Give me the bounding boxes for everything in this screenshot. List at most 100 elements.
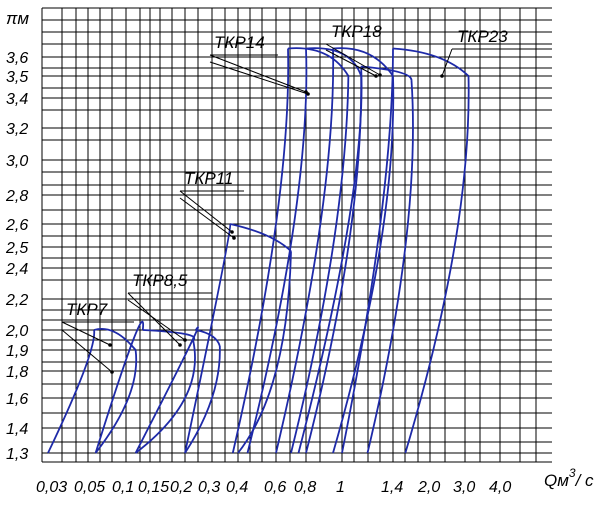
series-ткр85-2	[134, 326, 221, 454]
y-tick-label: 1,8	[6, 364, 28, 381]
x-tick-label: 1	[336, 479, 345, 496]
choke-line	[404, 75, 470, 454]
choke-line	[135, 339, 196, 454]
series-label: ТКР7	[66, 300, 108, 319]
series-labels: ТКР7 ТКР8,5 ТКР11 ТКР14 ТКР18 ТКР23	[66, 22, 508, 319]
y-tick-label: 2,5	[5, 240, 28, 257]
surge-line	[231, 48, 290, 454]
x-tick-label: 0,6	[264, 479, 286, 496]
series-label: ТКР18	[331, 22, 382, 41]
surge-line	[275, 48, 335, 454]
x-tick-label: 0,2	[170, 479, 192, 496]
x-tick-label: 0,3	[198, 479, 220, 496]
leader-line	[61, 329, 113, 373]
surge-line	[94, 320, 145, 454]
leader-line	[61, 321, 111, 346]
series-ткр18-6	[275, 47, 395, 454]
surge-line	[297, 66, 363, 454]
x-tick-label: 4,0	[489, 479, 511, 496]
leader-lines	[61, 43, 552, 374]
x-tick-label: 0,8	[294, 479, 316, 496]
x-axis-label-tail: / с	[575, 471, 594, 490]
x-tick-label: 0,15	[138, 479, 169, 496]
y-tick-label: 1,3	[6, 446, 28, 463]
y-tick-label: 2,4	[5, 261, 28, 278]
surge-line	[134, 326, 199, 454]
curves	[47, 47, 470, 454]
choke-line	[237, 251, 292, 454]
y-axis-label: πм	[6, 9, 29, 28]
leader-line	[179, 197, 235, 239]
series-ткр11-3	[184, 223, 292, 454]
top-line	[93, 328, 137, 351]
x-tick-labels: 0,03 0,05 0,1 0,15 0,2 0,3 0,4 0,6 0,8 1 1,4 2,0 3,0…	[36, 479, 511, 496]
choke-line	[184, 345, 221, 454]
leader-line	[209, 61, 309, 95]
top-line	[361, 65, 413, 81]
leader-dot	[378, 73, 382, 77]
surge-line	[341, 48, 394, 454]
x-tick-label: 0,1	[112, 479, 134, 496]
surge-line	[47, 329, 96, 454]
series-ткр23-8	[341, 47, 470, 454]
leader-dot	[374, 74, 378, 78]
leader-line	[209, 54, 307, 93]
series-label: ТКР11	[184, 169, 233, 188]
leader-dot	[440, 74, 444, 78]
x-axis-label: Qм3/ с	[544, 466, 594, 490]
y-tick-label: 3,2	[6, 121, 28, 138]
choke-line	[290, 75, 350, 454]
x-tick-label: 2,0	[417, 479, 440, 496]
y-tick-label: 1,9	[6, 343, 28, 360]
leader-dot	[178, 343, 182, 347]
leader-dot	[183, 338, 187, 342]
leader-dot	[230, 230, 234, 234]
y-tick-label: 3,6	[6, 50, 28, 67]
y-tick-label: 1,4	[6, 421, 28, 438]
x-tick-label: 3,0	[453, 479, 475, 496]
series-ткр18-7	[297, 65, 414, 454]
series-label: ТКР23	[457, 27, 508, 46]
choke-line	[366, 80, 414, 454]
y-tick-labels: 1,3 1,4 1,6 1,8 1,9 2,0 2,2 2,4 2,5 2,6 2,8 3,0 3,2 3…	[5, 50, 28, 463]
leader-line	[127, 299, 186, 341]
top-line	[305, 47, 362, 77]
y-tick-label: 2,0	[5, 323, 28, 340]
top-line	[287, 47, 350, 77]
x-axis-label-base: Qм	[544, 471, 569, 490]
leader-line	[179, 190, 233, 233]
x-tick-label: 0,05	[74, 479, 105, 496]
x-axis-label-sup: 3	[569, 466, 576, 480]
choke-line	[94, 349, 138, 454]
leader-dot	[108, 343, 112, 347]
series-label: ТКР14	[214, 33, 265, 52]
leader-line	[127, 292, 181, 346]
choke-line	[332, 75, 395, 454]
series-ткр7-0	[47, 328, 138, 454]
x-tick-label: 0,4	[226, 479, 248, 496]
leader-line	[441, 48, 453, 77]
top-line	[195, 329, 221, 347]
top-line	[392, 47, 470, 77]
leader-dot	[306, 92, 310, 96]
y-tick-label: 3,4	[6, 91, 28, 108]
top-line	[142, 329, 196, 341]
y-tick-label: 3,5	[6, 69, 28, 86]
x-tick-label: 0,03	[36, 479, 67, 496]
grid	[41, 7, 552, 463]
leader-dot	[232, 236, 236, 240]
surge-line	[246, 48, 308, 454]
y-tick-label: 2,2	[5, 292, 28, 309]
y-tick-label: 2,8	[5, 188, 28, 205]
leader-line	[325, 43, 381, 76]
x-tick-label: 1,4	[381, 479, 403, 496]
series-ткр14-4	[231, 47, 350, 454]
series-label: ТКР8,5	[132, 271, 188, 290]
y-tick-label: 1,6	[6, 391, 28, 408]
y-tick-label: 3,0	[6, 153, 28, 170]
y-tick-label: 2,6	[5, 217, 28, 234]
top-line	[230, 223, 292, 252]
leader-line	[325, 49, 377, 77]
surge-line	[184, 223, 232, 454]
